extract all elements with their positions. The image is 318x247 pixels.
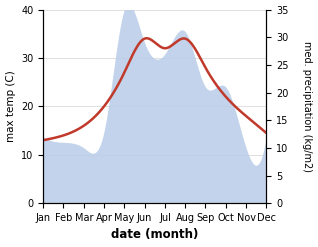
Y-axis label: max temp (C): max temp (C) xyxy=(5,70,16,142)
X-axis label: date (month): date (month) xyxy=(111,228,198,242)
Y-axis label: med. precipitation (kg/m2): med. precipitation (kg/m2) xyxy=(302,41,313,172)
